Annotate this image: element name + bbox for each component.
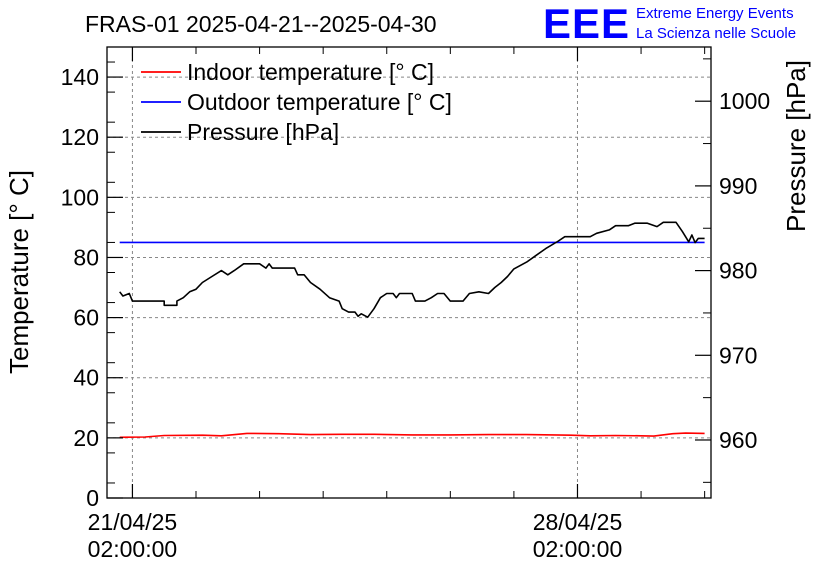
legend-label: Indoor temperature [° C] xyxy=(187,59,434,85)
y-right-tick-label: 960 xyxy=(719,427,757,453)
y-right-tick-label: 1000 xyxy=(719,88,770,114)
right-axis-label: Pressure [hPa] xyxy=(781,60,811,232)
right-y-axis: 960 970 980 990 1000 xyxy=(695,58,770,483)
y-right-tick-label: 970 xyxy=(719,342,757,368)
series-layer xyxy=(119,221,705,439)
x-tick-date: 21/04/25 xyxy=(88,509,178,535)
y-left-tick-label: 100 xyxy=(61,184,99,210)
legend-label: Outdoor temperature [° C] xyxy=(187,89,452,115)
eee-logo: EEE Extreme Energy Events La Scienza nel… xyxy=(543,0,796,47)
legend: Indoor temperature [° C] Outdoor temperat… xyxy=(141,59,452,145)
x-tick-time: 02:00:00 xyxy=(533,536,623,562)
grid-lines xyxy=(107,47,711,498)
y-left-tick-label: 0 xyxy=(86,485,99,511)
x-tick-time: 02:00:00 xyxy=(88,536,178,562)
logo-mark: EEE xyxy=(543,0,630,47)
left-y-axis: 0 20 40 60 80 100 120 140 xyxy=(61,61,123,511)
logo-line-1: Extreme Energy Events xyxy=(636,5,794,22)
y-left-tick-label: 60 xyxy=(73,305,99,331)
logo-line-2: La Scienza nelle Scuole xyxy=(636,25,796,42)
y-left-tick-label: 80 xyxy=(73,244,99,270)
y-left-tick-label: 20 xyxy=(73,425,99,451)
y-left-tick-label: 40 xyxy=(73,365,99,391)
legend-label: Pressure [hPa] xyxy=(187,119,339,145)
y-left-tick-label: 140 xyxy=(61,64,99,90)
y-left-tick-label: 120 xyxy=(61,124,99,150)
y-right-tick-label: 980 xyxy=(719,258,757,284)
y-right-tick-label: 990 xyxy=(719,173,757,199)
x-tick-date: 28/04/25 xyxy=(533,509,623,535)
chart-title: FRAS-01 2025-04-21--2025-04-30 xyxy=(85,11,437,37)
series-line-indoor-temperature-c xyxy=(119,432,705,439)
left-axis-label: Temperature [° C] xyxy=(4,170,34,374)
series-line-pressure-hpa xyxy=(119,221,705,319)
